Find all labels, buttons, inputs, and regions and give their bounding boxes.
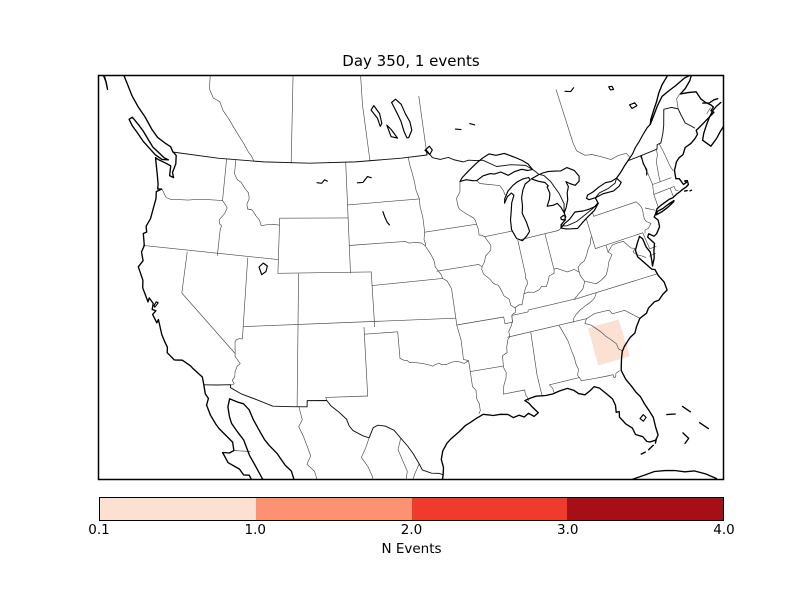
colorbar-tick-label: 2.0 — [400, 522, 423, 538]
coastlines — [102, 75, 724, 480]
lakes — [153, 85, 651, 422]
map-layers — [102, 75, 724, 480]
colorbar-segment — [567, 498, 723, 520]
axes-frame — [97, 74, 725, 481]
colorbar — [99, 497, 724, 521]
state-borders — [142, 143, 679, 414]
colorbar-axis-label: N Events — [381, 541, 442, 557]
colorbar-segment — [100, 498, 256, 520]
colorbar-segment — [255, 498, 412, 520]
event-cell — [588, 319, 630, 366]
province-borders — [209, 75, 711, 164]
colorbar-tick-label: 4.0 — [713, 522, 735, 538]
colorbar-tick-label: 1.0 — [244, 522, 266, 538]
colorbar-tick-label: 0.1 — [88, 522, 110, 538]
country-borders — [172, 106, 696, 476]
colorbar-ticks: 0.1 1.0 2.0 3.0 4.0 — [88, 522, 734, 538]
figure-title: Day 350, 1 events — [342, 52, 480, 70]
colorbar-tick-label: 3.0 — [557, 522, 579, 538]
colorbar-segment — [411, 498, 568, 520]
mexican-state-borders — [234, 406, 420, 480]
